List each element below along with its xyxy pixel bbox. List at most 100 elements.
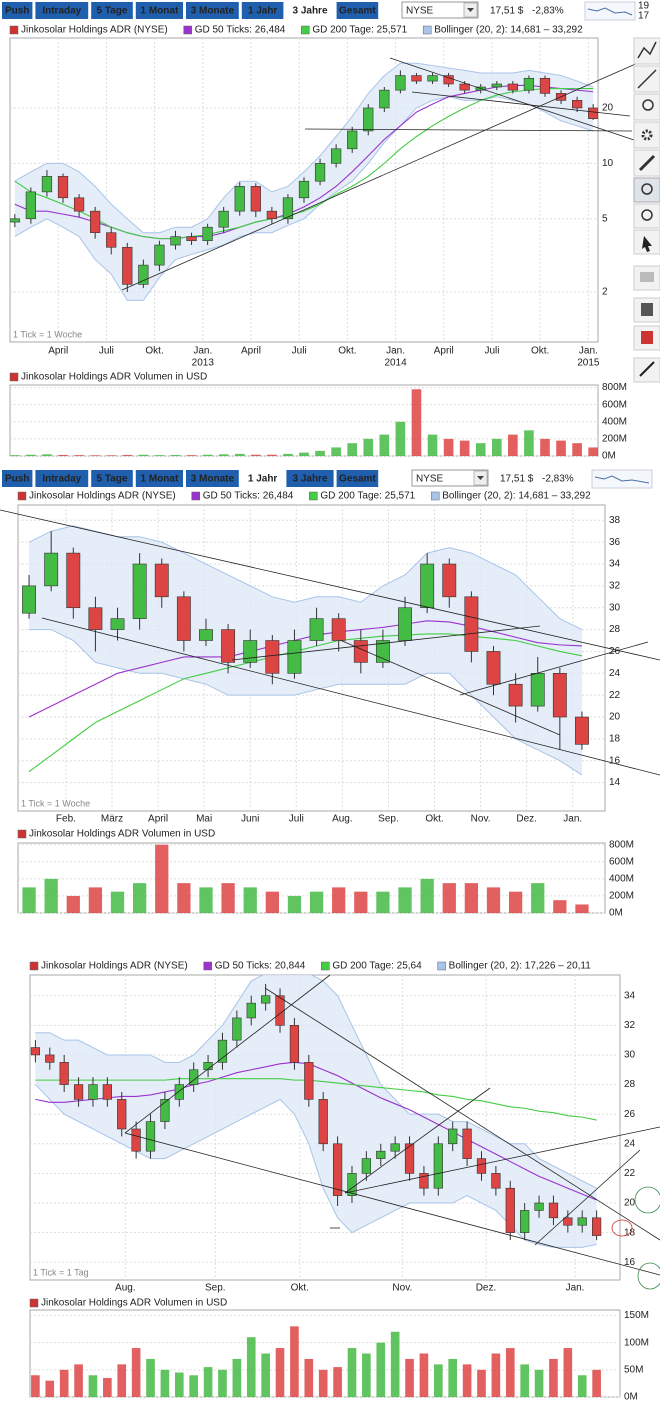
candle-body (102, 1084, 112, 1100)
tool-icon (640, 272, 654, 282)
toolbar-button[interactable] (91, 470, 133, 487)
exchange-select[interactable] (401, 1, 479, 19)
toolbar-button[interactable] (336, 470, 379, 487)
y-tick-label: 10 (602, 158, 614, 169)
tool-button[interactable] (633, 325, 660, 351)
x-tick-label: Juli (289, 814, 304, 825)
thumbnail-label: 17 (638, 11, 650, 22)
y-tick-label: 20 (609, 712, 621, 723)
candle-body (131, 1128, 141, 1152)
x-tick-label: Juli (292, 346, 307, 357)
toolbar-button[interactable] (2, 2, 33, 19)
x-tick-label: Feb. (56, 814, 76, 825)
candle-body (476, 1158, 487, 1174)
volume-bar (379, 434, 390, 456)
annotation-circle (611, 1219, 633, 1237)
candle-body (73, 197, 85, 212)
tool-button[interactable] (633, 121, 660, 149)
x-tick-label: Mai (196, 814, 212, 825)
x-tick-label: Okt. (531, 346, 549, 357)
toolbar-button[interactable] (186, 470, 239, 487)
toolbar-button[interactable] (135, 470, 183, 487)
candle-body (491, 83, 502, 88)
volume-bar (88, 1375, 98, 1397)
candle-body (287, 640, 302, 674)
toolbar-button-label: Intraday (42, 474, 81, 485)
y-tick-label: 5 (602, 213, 608, 224)
volume-bar (405, 1358, 414, 1397)
y-tick-label: 34 (624, 990, 636, 1001)
volume-bar (575, 904, 589, 913)
candle-body (170, 236, 181, 246)
toolbar-button[interactable] (135, 2, 183, 19)
trend-line (0, 509, 660, 661)
candle-body (250, 186, 261, 212)
candle-body (420, 563, 435, 609)
volume-bar (434, 1364, 443, 1397)
volume-bar (549, 1358, 558, 1397)
toolbar-button-label: 3 Jahre (292, 474, 327, 485)
toolbar-button[interactable] (35, 470, 89, 487)
x-tick-label: Nov. (392, 1283, 412, 1294)
x-tick-label: April (434, 346, 454, 357)
year-label: 2015 (577, 358, 600, 369)
candle-body (246, 1002, 256, 1019)
candle-body (571, 100, 583, 109)
trend-line (231, 625, 541, 661)
volume-bar (376, 891, 390, 913)
tool-button[interactable] (633, 93, 660, 121)
toolbar-button[interactable] (35, 2, 89, 19)
toolbar-button-label: Intraday (42, 6, 81, 17)
legend-label: Bollinger (20, 2): 17,226 – 20,11 (449, 961, 592, 972)
x-tick-label: Okt. (145, 346, 163, 357)
trend-line (344, 1126, 660, 1194)
candle-body (448, 1128, 458, 1145)
volume-bar (177, 883, 191, 913)
y-tick-label: 0M (624, 1392, 638, 1403)
toolbar-button[interactable] (241, 2, 284, 19)
tool-button[interactable] (633, 177, 660, 203)
toolbar-button[interactable] (2, 470, 33, 487)
volume-bar (261, 1353, 270, 1397)
legend-label: Jinkosolar Holdings ADR (NYSE) (21, 25, 168, 36)
candle-body (217, 1039, 228, 1063)
candle-body (275, 995, 285, 1026)
toolbar-button[interactable] (91, 2, 133, 19)
x-tick-label: April (148, 814, 168, 825)
toolbar-button[interactable] (286, 2, 334, 19)
toolbar-button[interactable] (336, 2, 379, 19)
toolbar-button[interactable] (186, 2, 239, 19)
volume-bar (420, 878, 434, 913)
volume-bar (315, 450, 325, 456)
tool-icon (641, 209, 653, 221)
candle-body (459, 83, 470, 91)
volume-bar (138, 454, 149, 456)
candle-body (265, 640, 280, 674)
tool-icon (637, 69, 657, 89)
volume-bar (186, 455, 197, 456)
candle-body (530, 672, 545, 707)
toolbar-button[interactable] (286, 470, 334, 487)
tool-button[interactable] (633, 203, 660, 229)
candle-body (88, 1084, 98, 1100)
tick-note: 1 Tick = 1 Woche (21, 798, 90, 808)
candle-body (588, 107, 598, 119)
candle-body (376, 1150, 386, 1159)
candle-body (202, 226, 213, 242)
tool-icon (641, 183, 653, 195)
volume-bar (376, 1342, 386, 1397)
trend-line (534, 1149, 641, 1246)
thumbnail-label: 19 (638, 1, 650, 12)
toolbar-button[interactable] (241, 470, 284, 487)
volume-bar (155, 844, 169, 913)
legend-label: Bollinger (20, 2): 14,681 – 33,292 (442, 491, 591, 502)
volume-bar (398, 887, 412, 913)
candle-body (199, 629, 213, 641)
y-tick-label: 30 (609, 602, 621, 613)
y-tick-label: 16 (609, 755, 621, 766)
candle-body (261, 995, 271, 1004)
volume-bar (332, 887, 346, 913)
y-tick-label: 2 (602, 287, 608, 298)
exchange-select[interactable] (411, 469, 489, 487)
volume-bar (267, 454, 277, 456)
